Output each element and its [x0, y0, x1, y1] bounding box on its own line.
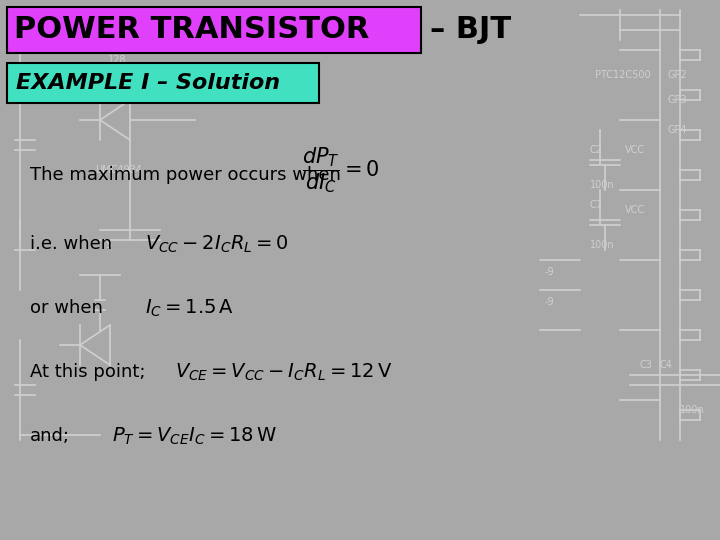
Text: UMC4934: UMC4934: [95, 165, 142, 175]
Text: – BJT: – BJT: [430, 16, 511, 44]
Text: 10: 10: [185, 30, 197, 40]
Text: -9: -9: [545, 267, 554, 277]
Text: 5: 5: [105, 240, 112, 250]
Text: 100n: 100n: [680, 405, 705, 415]
Text: R7: R7: [108, 45, 121, 55]
Text: C7: C7: [590, 200, 603, 210]
Text: PTC12C500: PTC12C500: [595, 70, 651, 80]
Text: -9: -9: [545, 297, 554, 307]
Text: C3: C3: [640, 360, 653, 370]
Text: C2: C2: [590, 145, 603, 155]
Text: C4: C4: [660, 360, 673, 370]
Text: 2: 2: [200, 25, 206, 35]
Text: The maximum power occurs when: The maximum power occurs when: [30, 166, 341, 184]
FancyBboxPatch shape: [7, 63, 319, 103]
Text: $V_{CC} - 2I_C R_L = 0$: $V_{CC} - 2I_C R_L = 0$: [145, 233, 289, 255]
Text: GP3: GP3: [668, 95, 688, 105]
Text: $I_C = 1.5\,\mathrm{A}$: $I_C = 1.5\,\mathrm{A}$: [145, 298, 234, 319]
Text: GP4: GP4: [668, 125, 688, 135]
Text: and;: and;: [30, 427, 70, 445]
Text: $\dfrac{dP_T}{dI_C} = 0$: $\dfrac{dP_T}{dI_C} = 0$: [302, 145, 379, 195]
Text: 128: 128: [108, 55, 127, 65]
Text: VCC: VCC: [625, 145, 645, 155]
Text: EXAMPLE I – Solution: EXAMPLE I – Solution: [16, 73, 280, 93]
Text: 100n: 100n: [590, 180, 615, 190]
FancyBboxPatch shape: [7, 7, 421, 53]
Text: or when: or when: [30, 299, 103, 317]
Text: 100n: 100n: [590, 240, 615, 250]
Text: POWER TRANSISTOR: POWER TRANSISTOR: [14, 16, 369, 44]
Text: $P_T = V_{CE} I_C = 18\,\mathrm{W}$: $P_T = V_{CE} I_C = 18\,\mathrm{W}$: [112, 426, 277, 447]
Text: i.e. when: i.e. when: [30, 235, 112, 253]
Text: GP2: GP2: [668, 70, 688, 80]
Text: VCC: VCC: [625, 205, 645, 215]
Text: $V_{CE} = V_{CC} - I_C R_L = 12\,\mathrm{V}$: $V_{CE} = V_{CC} - I_C R_L = 12\,\mathrm…: [175, 361, 392, 383]
Text: At this point;: At this point;: [30, 363, 145, 381]
